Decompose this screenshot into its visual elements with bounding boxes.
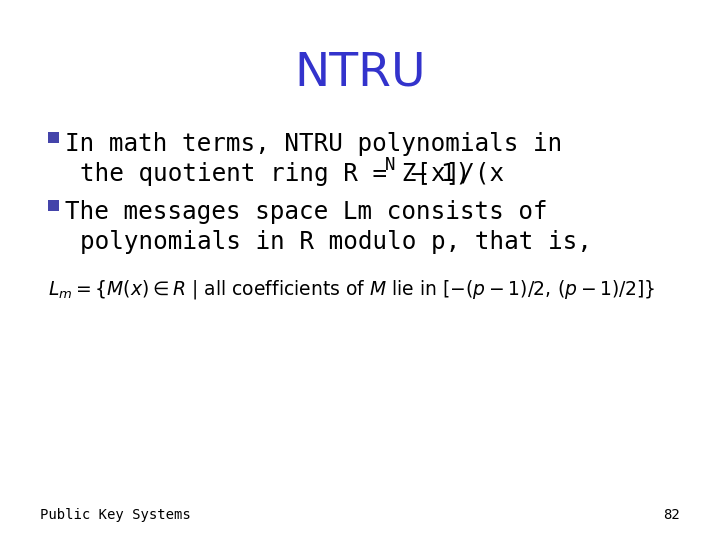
Bar [48, 200, 59, 211]
Text: 82: 82 [663, 508, 680, 522]
Text: N: N [384, 156, 395, 174]
Text: In math terms, NTRU polynomials in: In math terms, NTRU polynomials in [65, 132, 562, 156]
Bar [48, 132, 59, 143]
Text: NTRU: NTRU [294, 50, 426, 95]
Text: $L_m = \{M(x) \in R\ |\ \text{all coefficients of }M\text{ lie in }[-(p-1)/2,\,(: $L_m = \{M(x) \in R\ |\ \text{all coeffi… [48, 278, 655, 301]
Text: – 1): – 1) [397, 162, 470, 186]
Text: Public Key Systems: Public Key Systems [40, 508, 191, 522]
Text: The messages space Lm consists of: The messages space Lm consists of [65, 200, 548, 224]
Text: polynomials in R modulo p, that is,: polynomials in R modulo p, that is, [80, 230, 592, 254]
Text: the quotient ring R = Z[x]/(x: the quotient ring R = Z[x]/(x [80, 162, 504, 186]
